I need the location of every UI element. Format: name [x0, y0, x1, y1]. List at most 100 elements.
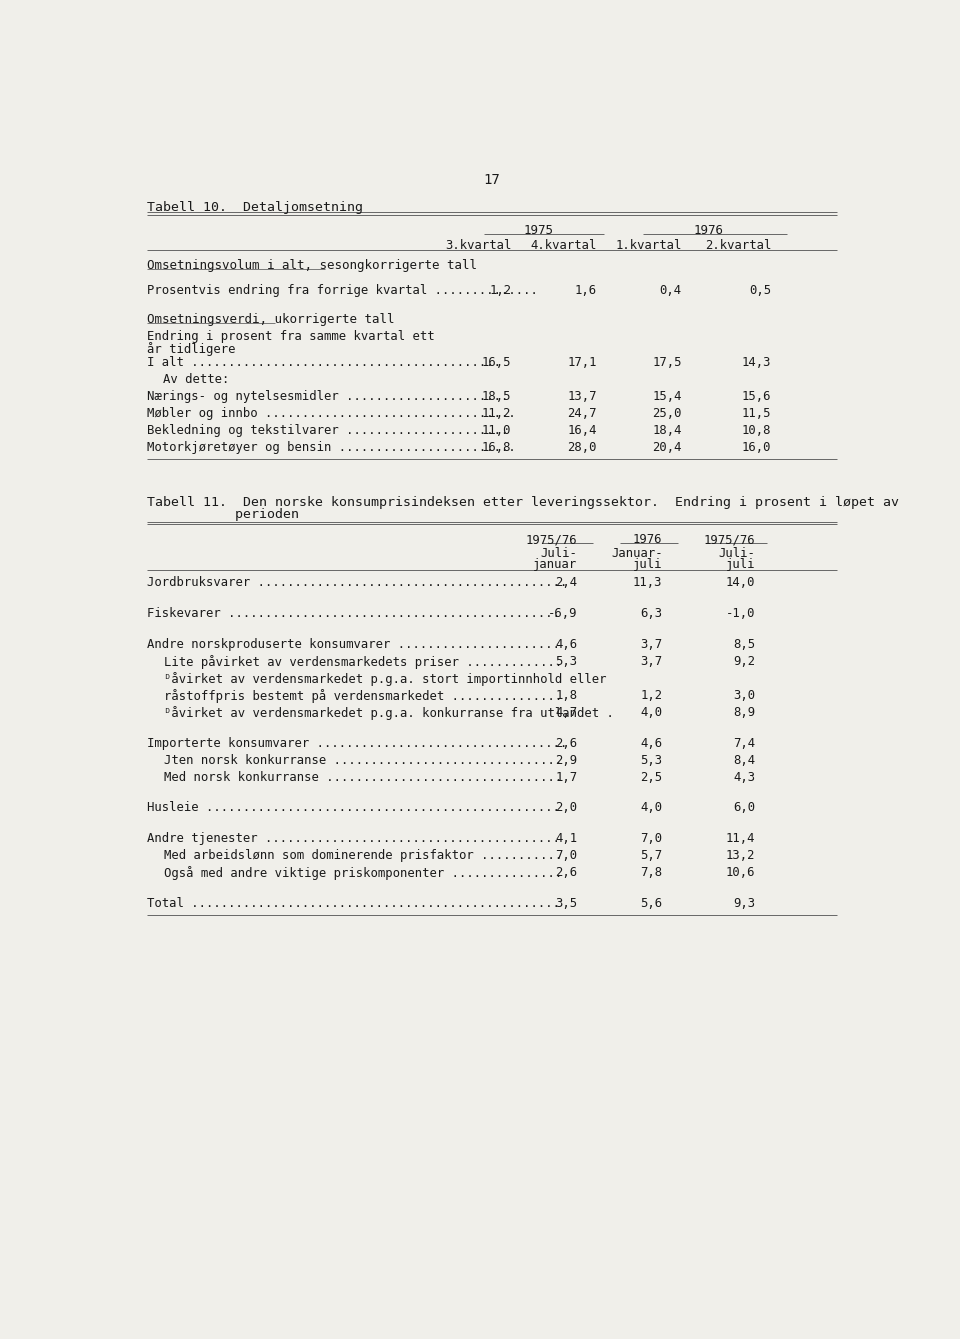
- Text: 4,6: 4,6: [555, 639, 577, 651]
- Text: -6,9: -6,9: [548, 608, 577, 620]
- Text: 9,3: 9,3: [733, 897, 756, 909]
- Text: 2,4: 2,4: [555, 577, 577, 589]
- Text: 7,0: 7,0: [555, 849, 577, 862]
- Text: Også med andre viktige priskomponenter ...............: Også med andre viktige priskomponenter .…: [164, 866, 563, 880]
- Text: 3,5: 3,5: [555, 897, 577, 909]
- Text: 1,7: 1,7: [555, 770, 577, 783]
- Text: 2,0: 2,0: [555, 801, 577, 814]
- Text: Andre tjenester ........................................: Andre tjenester ........................…: [147, 832, 560, 845]
- Text: 18,5: 18,5: [482, 390, 512, 403]
- Text: 7,4: 7,4: [733, 736, 756, 750]
- Text: 4,3: 4,3: [733, 770, 756, 783]
- Text: Tabell 10.  Detaljomsetning: Tabell 10. Detaljomsetning: [147, 201, 363, 214]
- Text: 15,6: 15,6: [741, 390, 771, 403]
- Text: 4,7: 4,7: [555, 706, 577, 719]
- Text: 8,4: 8,4: [733, 754, 756, 767]
- Text: 1,2: 1,2: [490, 284, 512, 297]
- Text: 16,0: 16,0: [741, 441, 771, 454]
- Text: 7,0: 7,0: [640, 832, 662, 845]
- Text: 15,4: 15,4: [653, 390, 682, 403]
- Text: 14,3: 14,3: [741, 356, 771, 370]
- Text: 16,5: 16,5: [482, 356, 512, 370]
- Text: 11,0: 11,0: [482, 424, 512, 437]
- Text: Med norsk konkurranse ................................: Med norsk konkurranse ..................…: [164, 770, 563, 783]
- Text: I alt ..........................................: I alt ..................................…: [147, 356, 501, 370]
- Text: juli: juli: [726, 558, 756, 570]
- Text: Juli-: Juli-: [540, 548, 577, 560]
- Text: 0,5: 0,5: [749, 284, 771, 297]
- Text: Med arbeidslønn som dominerende prisfaktor ...........: Med arbeidslønn som dominerende prisfakt…: [164, 849, 563, 862]
- Text: Omsetningsvolum i alt, sesongkorrigerte tall: Omsetningsvolum i alt, sesongkorrigerte …: [147, 260, 477, 272]
- Text: 1,8: 1,8: [555, 688, 577, 702]
- Text: 3,7: 3,7: [640, 639, 662, 651]
- Text: 18,4: 18,4: [653, 424, 682, 437]
- Text: 1976: 1976: [694, 224, 724, 237]
- Text: 8,5: 8,5: [733, 639, 756, 651]
- Text: 1,6: 1,6: [574, 284, 596, 297]
- Text: år tidligere: år tidligere: [147, 343, 235, 356]
- Text: 16,4: 16,4: [567, 424, 596, 437]
- Text: 3,7: 3,7: [640, 655, 662, 668]
- Text: 14,0: 14,0: [726, 577, 756, 589]
- Text: Av dette:: Av dette:: [162, 374, 229, 386]
- Text: 1976: 1976: [633, 533, 662, 546]
- Text: 4.kvartal: 4.kvartal: [530, 240, 596, 252]
- Text: 8,9: 8,9: [733, 706, 756, 719]
- Text: 2,9: 2,9: [555, 754, 577, 767]
- Text: Endring i prosent fra samme kvartal ett: Endring i prosent fra samme kvartal ett: [147, 331, 435, 343]
- Text: 11,4: 11,4: [726, 832, 756, 845]
- Text: 4,6: 4,6: [640, 736, 662, 750]
- Text: 24,7: 24,7: [567, 407, 596, 420]
- Text: Andre norskproduserte konsumvarer ......................: Andre norskproduserte konsumvarer ......…: [147, 639, 560, 651]
- Text: 17,1: 17,1: [567, 356, 596, 370]
- Text: 4,0: 4,0: [640, 801, 662, 814]
- Text: Bekledning og tekstilvarer ......................: Bekledning og tekstilvarer .............…: [147, 424, 509, 437]
- Text: 5,7: 5,7: [640, 849, 662, 862]
- Text: 1975/76: 1975/76: [704, 533, 756, 546]
- Text: 10,6: 10,6: [726, 866, 756, 878]
- Text: 2.kvartal: 2.kvartal: [705, 240, 771, 252]
- Text: 10,8: 10,8: [741, 424, 771, 437]
- Text: Møbler og innbo ..................................: Møbler og innbo ........................…: [147, 407, 516, 420]
- Text: 13,7: 13,7: [567, 390, 596, 403]
- Text: Omsetningsverdi, ukorrigerte tall: Omsetningsverdi, ukorrigerte tall: [147, 313, 395, 327]
- Text: 4,0: 4,0: [640, 706, 662, 719]
- Text: Nærings- og nytelsesmidler ......................: Nærings- og nytelsesmidler .............…: [147, 390, 509, 403]
- Text: Prosentvis endring fra forrige kvartal ..............: Prosentvis endring fra forrige kvartal .…: [147, 284, 538, 297]
- Text: 17: 17: [484, 173, 500, 187]
- Text: januar: januar: [533, 558, 577, 570]
- Text: 1.kvartal: 1.kvartal: [615, 240, 682, 252]
- Text: 11,5: 11,5: [741, 407, 771, 420]
- Text: 2,6: 2,6: [555, 866, 577, 878]
- Text: 13,2: 13,2: [726, 849, 756, 862]
- Text: 0,4: 0,4: [660, 284, 682, 297]
- Text: 5,6: 5,6: [640, 897, 662, 909]
- Text: Jordbruksvarer ..........................................: Jordbruksvarer .........................…: [147, 577, 567, 589]
- Text: Importerte konsumvarer ..................................: Importerte konsumvarer .................…: [147, 736, 567, 750]
- Text: 17,5: 17,5: [653, 356, 682, 370]
- Text: Fiskevarer .............................................: Fiskevarer .............................…: [147, 608, 560, 620]
- Text: 5,3: 5,3: [555, 655, 577, 668]
- Text: -1,0: -1,0: [726, 608, 756, 620]
- Text: Total ..................................................: Total ..................................…: [147, 897, 560, 909]
- Text: 28,0: 28,0: [567, 441, 596, 454]
- Text: 25,0: 25,0: [653, 407, 682, 420]
- Text: 7,8: 7,8: [640, 866, 662, 878]
- Text: 4,1: 4,1: [555, 832, 577, 845]
- Text: 20,4: 20,4: [653, 441, 682, 454]
- Text: 11,2: 11,2: [482, 407, 512, 420]
- Text: 1,2: 1,2: [640, 688, 662, 702]
- Text: 9,2: 9,2: [733, 655, 756, 668]
- Text: 2,5: 2,5: [640, 770, 662, 783]
- Text: 1975/76: 1975/76: [526, 533, 577, 546]
- Text: 11,3: 11,3: [633, 577, 662, 589]
- Text: ᴰåvirket av verdensmarkedet p.g.a. konkurranse fra utlandet .: ᴰåvirket av verdensmarkedet p.g.a. konku…: [164, 706, 614, 720]
- Text: Juli-: Juli-: [719, 548, 756, 560]
- Text: Husleie ................................................: Husleie ................................…: [147, 801, 560, 814]
- Text: Tabell 11.  Den norske konsumprisindeksen etter leveringssektor.  Endring i pros: Tabell 11. Den norske konsumprisindeksen…: [147, 497, 900, 509]
- Text: 6,3: 6,3: [640, 608, 662, 620]
- Text: 2,6: 2,6: [555, 736, 577, 750]
- Text: juli: juli: [633, 558, 662, 570]
- Text: perioden: perioden: [147, 507, 300, 521]
- Text: 6,0: 6,0: [733, 801, 756, 814]
